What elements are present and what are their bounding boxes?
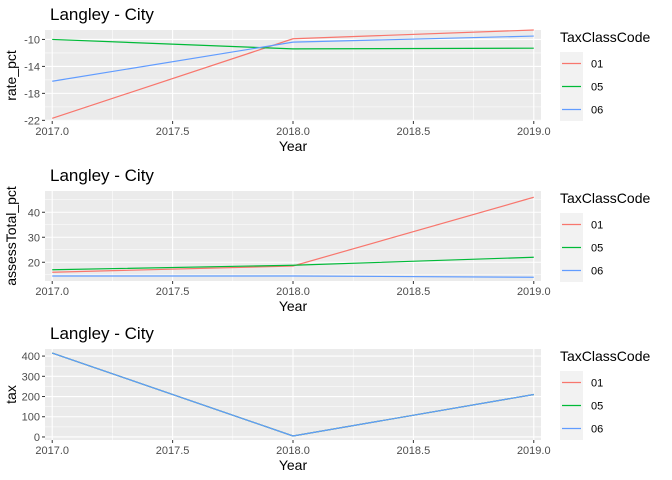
legend-label: 01 <box>591 378 603 390</box>
x-tick-label: 2018.5 <box>397 445 431 457</box>
x-tick-label: 2017.0 <box>35 286 69 298</box>
x-axis-title: Year <box>279 457 308 473</box>
y-tick-label: -22 <box>24 115 40 127</box>
x-tick-label: 2017.0 <box>35 126 69 138</box>
x-tick-label: 2018.5 <box>397 286 431 298</box>
y-tick-label: 20 <box>28 257 40 269</box>
x-tick-label: 2019.0 <box>517 445 551 457</box>
y-tick-label: 300 <box>22 371 40 383</box>
series-line-01 <box>52 29 534 119</box>
series-line-05 <box>52 256 534 271</box>
chart-panel-2: 2017.0 2017.5 2018.0 2018.5 2019.0 20 30 40 Lang… <box>3 166 650 314</box>
legend-label: 05 <box>591 401 603 413</box>
legend-label: 05 <box>591 82 603 94</box>
y-axis-title: rate_pct <box>3 50 19 101</box>
x-tick-label: 2017.5 <box>156 445 190 457</box>
y-tick-label: 200 <box>22 392 40 404</box>
x-tick-label: 2019.0 <box>517 126 551 138</box>
y-tick-label: 0 <box>34 432 40 444</box>
y-axis-title: tax <box>3 385 19 404</box>
chart-title: Langley - City <box>50 5 154 24</box>
x-axis-title: Year <box>279 138 308 154</box>
legend: TaxClassCode 01 05 06 <box>560 29 650 121</box>
legend: TaxClassCode 01 05 06 <box>560 190 650 282</box>
y-tick-label: 400 <box>22 351 40 363</box>
series-line-06 <box>52 275 534 278</box>
series-line-06 <box>52 35 534 82</box>
legend-title: TaxClassCode <box>560 190 650 206</box>
legend-label: 05 <box>591 243 603 255</box>
y-tick-label: 40 <box>28 207 40 219</box>
x-tick-label: 2018.5 <box>397 126 431 138</box>
y-tick-label: 100 <box>22 412 40 424</box>
x-tick-label: 2018.0 <box>276 126 310 138</box>
y-axis-title: assessTotal_pct <box>3 186 19 286</box>
series-line-05 <box>52 38 534 50</box>
x-axis-title: Year <box>279 298 308 314</box>
series-line-01 <box>52 196 534 273</box>
y-tick-label: 30 <box>28 232 40 244</box>
legend-label: 06 <box>591 424 603 436</box>
legend: TaxClassCode 01 05 06 <box>560 348 650 440</box>
x-tick-label: 2017.5 <box>156 126 190 138</box>
chart-panel-3: 2017.0 2017.5 2018.0 2018.5 2019.0 0 100 200 300… <box>3 324 650 473</box>
y-tick-label: -18 <box>24 88 40 100</box>
legend-title: TaxClassCode <box>560 348 650 364</box>
legend-label: 01 <box>591 220 603 232</box>
series-line-06 <box>52 352 534 437</box>
chart-title: Langley - City <box>50 324 154 343</box>
legend-label: 06 <box>591 266 603 278</box>
legend-label: 01 <box>591 59 603 71</box>
chart-panel-1: 2017.0 2017.5 2018.0 2018.5 2019.0 -22 -18 -14 -… <box>3 5 650 154</box>
y-tick-label: -10 <box>24 34 40 46</box>
x-tick-label: 2017.5 <box>156 286 190 298</box>
y-tick-label: -14 <box>24 61 40 73</box>
legend-title: TaxClassCode <box>560 29 650 45</box>
x-tick-label: 2019.0 <box>517 286 551 298</box>
chart-title: Langley - City <box>50 166 154 185</box>
x-tick-label: 2017.0 <box>35 445 69 457</box>
x-tick-label: 2018.0 <box>276 286 310 298</box>
x-tick-label: 2018.0 <box>276 445 310 457</box>
legend-label: 06 <box>591 105 603 117</box>
